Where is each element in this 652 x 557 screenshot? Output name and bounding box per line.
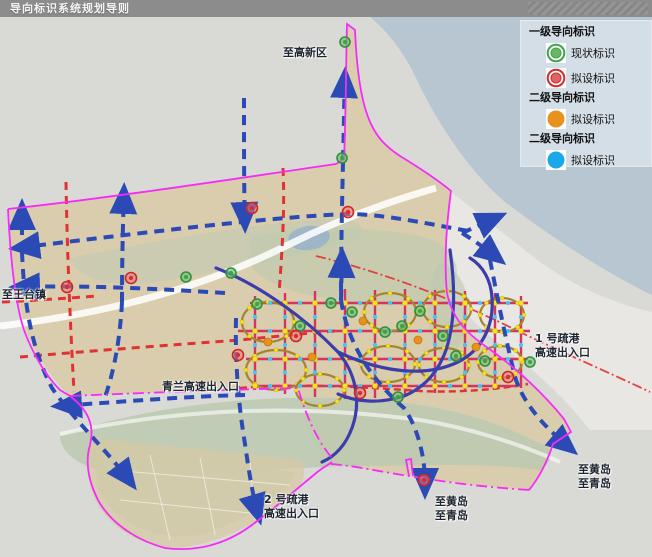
existing-sign-marker <box>479 355 491 367</box>
legend-item: 拟设标识 <box>520 106 652 131</box>
proposed-sign-marker <box>353 386 367 400</box>
existing-sign-marker <box>180 271 192 283</box>
level2-sign-marker <box>307 352 317 362</box>
existing-sign-marker <box>294 320 306 332</box>
map-label: 至王台镇 <box>2 288 46 301</box>
signage-markers <box>60 36 536 487</box>
existing-sign-marker <box>396 320 408 332</box>
page-title: 导向标识系统规划导则 <box>10 2 130 15</box>
proposed-sign-marker <box>231 348 245 362</box>
legend-item: 拟设标识 <box>520 147 652 172</box>
map-label: 至高新区 <box>283 46 327 59</box>
proposed-sign-marker <box>124 271 138 285</box>
map-label: 青兰高速出入口 <box>162 380 239 393</box>
legend-item-label: 拟设标识 <box>571 112 615 126</box>
existing-sign-marker <box>339 36 351 48</box>
green-donut-icon <box>546 42 566 63</box>
proposed-sign-marker <box>417 473 431 487</box>
level2-sign-marker <box>358 316 368 326</box>
expressway-corridors <box>0 184 561 541</box>
legend-item: 拟设标识 <box>520 65 652 90</box>
legend-group-header: 二级导向标识 <box>529 91 595 104</box>
level2-sign-marker <box>263 337 273 347</box>
existing-sign-marker <box>379 326 391 338</box>
existing-sign-marker <box>336 152 348 164</box>
map-label: 1 号疏港 高速出入口 <box>535 332 590 359</box>
existing-sign-marker <box>392 391 404 403</box>
existing-sign-marker <box>251 298 263 310</box>
legend-panel: 一级导向标识 现状标识 拟设标识 二级导向标识 拟设标识 二级导向标识 拟设标识 <box>520 20 652 170</box>
legend-item-label: 拟设标识 <box>571 71 615 85</box>
blue-dot-icon <box>546 149 566 170</box>
existing-sign-marker <box>225 267 237 279</box>
planning-boundary <box>7 22 573 550</box>
existing-sign-marker <box>524 356 536 368</box>
proposed-sign-marker <box>245 201 259 215</box>
level2-sign-marker <box>413 335 423 345</box>
existing-sign-marker <box>450 350 462 362</box>
orange-dot-icon <box>546 108 566 129</box>
legend-group-header: 一级导向标识 <box>529 25 595 38</box>
existing-sign-marker <box>346 306 358 318</box>
red-donut-icon <box>546 67 566 88</box>
titlebar-pattern <box>528 2 648 15</box>
existing-sign-marker <box>437 330 449 342</box>
existing-sign-marker <box>414 305 426 317</box>
existing-sign-marker <box>325 297 337 309</box>
legend-item: 现状标识 <box>520 40 652 65</box>
map-label: 至黄岛 至青岛 <box>435 495 468 522</box>
title-bar: 导向标识系统规划导则 <box>0 0 652 17</box>
proposed-sign-marker <box>341 205 355 219</box>
map-label: 至黄岛 至青岛 <box>578 463 611 490</box>
legend-item-label: 现状标识 <box>571 46 615 60</box>
legend-item-label: 拟设标识 <box>571 153 615 167</box>
proposed-sign-marker <box>289 329 303 343</box>
legend-group-header: 二级导向标识 <box>529 132 595 145</box>
level2-sign-marker <box>471 342 481 352</box>
grid-sign-dots <box>252 300 524 389</box>
map-label: 2 号疏港 高速出入口 <box>264 493 319 520</box>
proposed-sign-marker <box>501 370 515 384</box>
proposed-sign-marker <box>60 280 74 294</box>
